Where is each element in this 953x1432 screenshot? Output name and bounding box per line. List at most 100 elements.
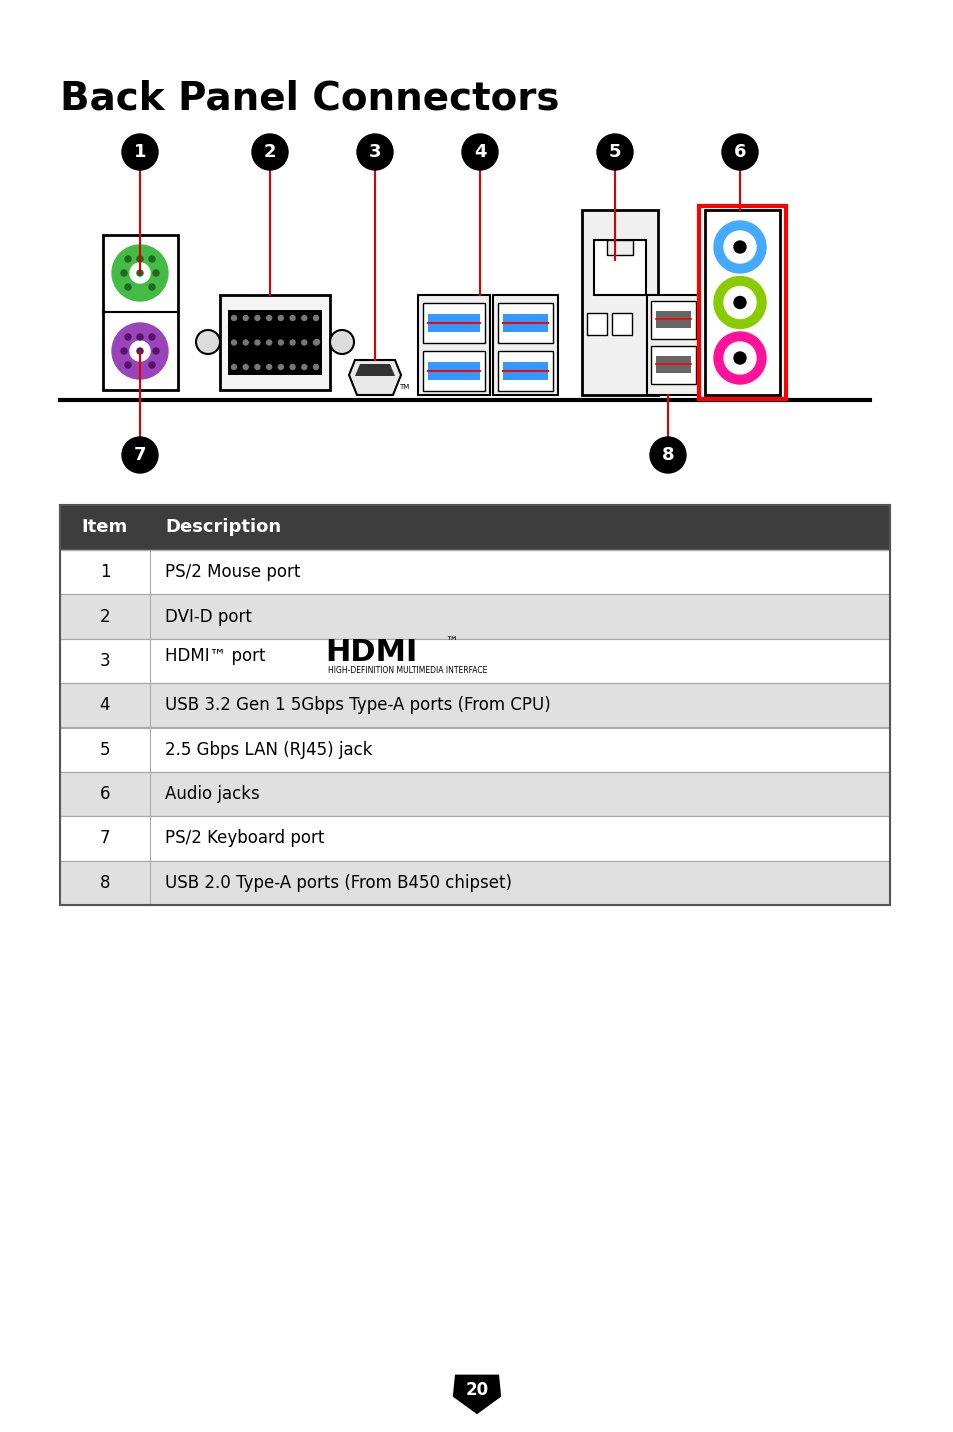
Circle shape: [243, 339, 248, 345]
Bar: [422, 351, 484, 391]
Circle shape: [252, 135, 288, 170]
Bar: [650, 347, 696, 384]
Polygon shape: [349, 359, 400, 395]
Text: 2.5 Gbps LAN (RJ45) jack: 2.5 Gbps LAN (RJ45) jack: [165, 740, 372, 759]
Circle shape: [130, 263, 150, 284]
Bar: [60, 727, 889, 772]
Circle shape: [125, 334, 131, 339]
Bar: [656, 311, 690, 328]
Circle shape: [137, 334, 143, 339]
Circle shape: [266, 315, 272, 321]
Text: TM: TM: [398, 384, 409, 390]
Circle shape: [713, 276, 765, 328]
Circle shape: [125, 284, 131, 291]
Text: Description: Description: [165, 518, 281, 537]
Polygon shape: [453, 1375, 500, 1415]
Circle shape: [243, 315, 248, 321]
Circle shape: [232, 365, 236, 369]
Bar: [60, 550, 889, 594]
Bar: [60, 639, 889, 683]
Bar: [103, 235, 178, 390]
Text: DVI-D port: DVI-D port: [165, 607, 252, 626]
Circle shape: [254, 339, 259, 345]
Circle shape: [278, 365, 283, 369]
Circle shape: [121, 348, 127, 354]
Bar: [497, 304, 553, 344]
Text: USB 3.2 Gen 1 5Gbps Type-A ports (From CPU): USB 3.2 Gen 1 5Gbps Type-A ports (From C…: [165, 696, 550, 715]
Text: HIGH-DEFINITION MULTIMEDIA INTERFACE: HIGH-DEFINITION MULTIMEDIA INTERFACE: [328, 666, 487, 676]
Circle shape: [290, 315, 294, 321]
Text: 7: 7: [100, 829, 111, 848]
Circle shape: [130, 341, 150, 361]
Text: 8: 8: [100, 874, 111, 892]
Text: 4: 4: [100, 696, 111, 715]
Text: 8: 8: [661, 445, 674, 464]
Polygon shape: [355, 364, 395, 377]
Circle shape: [713, 332, 765, 384]
Text: 3: 3: [369, 143, 381, 160]
Circle shape: [112, 324, 168, 379]
Circle shape: [301, 315, 307, 321]
Text: Audio jacks: Audio jacks: [165, 785, 259, 803]
Bar: [228, 309, 322, 375]
Bar: [656, 355, 690, 374]
Circle shape: [290, 339, 294, 345]
Bar: [60, 505, 889, 550]
Circle shape: [733, 241, 745, 253]
Circle shape: [125, 362, 131, 368]
Circle shape: [149, 334, 154, 339]
Bar: [606, 241, 633, 255]
Bar: [704, 211, 780, 395]
Bar: [612, 314, 631, 335]
Text: 5: 5: [608, 143, 620, 160]
Circle shape: [232, 315, 236, 321]
Circle shape: [137, 271, 143, 276]
Circle shape: [149, 256, 154, 262]
Text: 2: 2: [263, 143, 276, 160]
Text: 7: 7: [133, 445, 146, 464]
Bar: [60, 861, 889, 905]
Circle shape: [149, 284, 154, 291]
Circle shape: [723, 231, 755, 263]
Bar: [699, 206, 785, 400]
Text: 4: 4: [474, 143, 486, 160]
Bar: [497, 351, 553, 391]
Circle shape: [649, 437, 685, 473]
Bar: [650, 301, 696, 339]
Circle shape: [243, 365, 248, 369]
Bar: [581, 211, 658, 395]
Circle shape: [122, 437, 158, 473]
Circle shape: [152, 271, 159, 276]
Text: Item: Item: [82, 518, 128, 537]
Text: USB 2.0 Type-A ports (From B450 chipset): USB 2.0 Type-A ports (From B450 chipset): [165, 874, 512, 892]
Circle shape: [254, 365, 259, 369]
Text: 6: 6: [100, 785, 111, 803]
Circle shape: [713, 221, 765, 274]
Text: HDMI: HDMI: [325, 639, 416, 667]
Bar: [60, 816, 889, 861]
Bar: [220, 295, 330, 390]
Bar: [646, 295, 700, 395]
Circle shape: [266, 339, 272, 345]
Text: 6: 6: [733, 143, 745, 160]
Circle shape: [301, 365, 307, 369]
Circle shape: [733, 352, 745, 364]
Circle shape: [121, 271, 127, 276]
Text: ™: ™: [444, 636, 457, 650]
Circle shape: [723, 286, 755, 318]
Circle shape: [314, 365, 318, 369]
Circle shape: [356, 135, 393, 170]
Circle shape: [721, 135, 758, 170]
Text: 5: 5: [100, 740, 111, 759]
Text: 1: 1: [99, 563, 111, 581]
Circle shape: [137, 256, 143, 262]
Bar: [428, 314, 479, 332]
Text: Back Panel Connectors: Back Panel Connectors: [60, 80, 558, 117]
Circle shape: [733, 296, 745, 308]
Bar: [60, 683, 889, 727]
Circle shape: [112, 245, 168, 301]
Circle shape: [461, 135, 497, 170]
Circle shape: [137, 348, 143, 354]
Circle shape: [314, 339, 318, 345]
Circle shape: [723, 342, 755, 374]
